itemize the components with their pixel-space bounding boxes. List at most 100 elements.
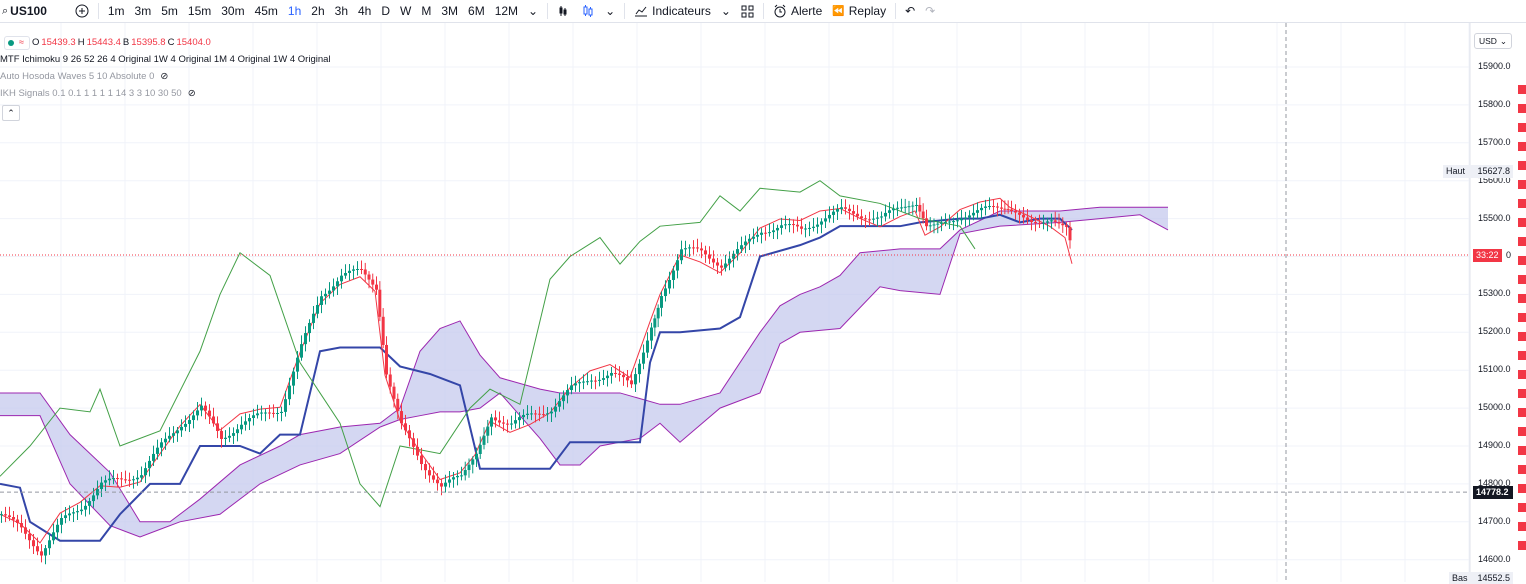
candle-body <box>1038 223 1041 225</box>
redo-button[interactable]: ↷ <box>920 0 940 22</box>
alert-label: Alerte <box>790 4 823 18</box>
candle-body <box>76 511 79 513</box>
replay-button[interactable]: ⏪ Replay <box>827 0 891 22</box>
collapse-legend-button[interactable]: ⌃ <box>2 105 20 121</box>
timeframe-2h[interactable]: 2h <box>311 4 325 18</box>
candle-body <box>1042 222 1045 224</box>
add-symbol-button[interactable] <box>70 0 94 22</box>
alert-marker <box>1518 446 1526 455</box>
candle-body <box>732 253 735 259</box>
timeframe-45m[interactable]: 45m <box>254 4 278 18</box>
candle-body <box>1003 208 1007 210</box>
timeframe-list: 1m 3m 5m 15m 30m 45m 1h 2h 3h 4h D W M 3M 6M 12M <box>103 0 523 22</box>
alert-marker <box>1518 541 1526 550</box>
candle-body <box>582 381 585 383</box>
alert-marker <box>1518 370 1526 379</box>
chart-type-dropdown[interactable]: ⌄ <box>600 0 620 22</box>
ohlc-open-label: O <box>31 37 40 48</box>
alert-button[interactable]: Alerte <box>768 0 827 22</box>
alert-marker <box>1518 142 1526 151</box>
candle-body <box>220 430 223 439</box>
timeframe-w[interactable]: W <box>400 4 412 18</box>
candle-body <box>375 284 378 290</box>
high-label: Haut <box>1446 166 1466 176</box>
candle-body <box>630 380 633 385</box>
candle-body <box>1010 209 1013 212</box>
templates-button[interactable] <box>736 0 759 22</box>
symbol-search[interactable]: ⌕ US100 <box>0 0 52 22</box>
candle-body <box>168 435 171 439</box>
candle-body <box>416 446 419 456</box>
toolbar-divider <box>895 3 897 19</box>
candle-body <box>176 430 179 434</box>
indicators-button[interactable]: Indicateurs ⌄ <box>629 0 736 22</box>
hidden-eye-icon[interactable]: ⊘ <box>160 71 169 82</box>
timeframe-15m[interactable]: 15m <box>187 4 212 18</box>
hidden-eye-icon[interactable]: ⊘ <box>187 88 196 99</box>
timeframe-1m[interactable]: 1m <box>107 4 125 18</box>
candle-body <box>360 268 363 270</box>
candle-body <box>944 221 947 223</box>
candle-body <box>903 206 907 208</box>
senkou-b-line <box>0 214 1169 538</box>
symbol-status-pill[interactable]: ≈ <box>4 35 30 50</box>
timeframe-d[interactable]: D <box>381 4 391 18</box>
timeframe-30m[interactable]: 30m <box>221 4 245 18</box>
timeframe-5m[interactable]: 5m <box>161 4 178 18</box>
price-chart[interactable] <box>0 23 1526 582</box>
candle-body <box>352 269 355 271</box>
timeframe-4h[interactable]: 4h <box>358 4 372 18</box>
currency-selector[interactable]: USD ⌄ <box>1474 33 1512 49</box>
last-price-tail-text: 0 <box>1506 250 1512 260</box>
timeframe-1h[interactable]: 1h <box>287 4 302 18</box>
timeframe-12m[interactable]: 12M <box>494 4 519 18</box>
candle-body <box>188 420 191 424</box>
timeframe-dropdown-button[interactable]: ⌄ <box>523 0 543 22</box>
ohlc-low-value: 15395.8 <box>131 37 166 48</box>
timeframe-m[interactable]: M <box>421 4 432 18</box>
candle-body <box>534 413 537 415</box>
timeframe-3m[interactable]: 3M <box>441 4 459 18</box>
candle-body <box>700 248 703 251</box>
candle-body <box>292 371 295 386</box>
candle-body <box>570 385 573 391</box>
candle-body <box>984 206 987 208</box>
price-axis-tick: 15600.0 <box>1478 174 1511 185</box>
price-axis-tick: 14700.0 <box>1478 515 1511 526</box>
candle-body <box>388 374 392 387</box>
price-axis-tick: 15000.0 <box>1478 402 1511 413</box>
candle-body <box>498 420 501 423</box>
candle-body <box>522 414 525 418</box>
candle-body <box>312 313 315 323</box>
timeframe-6m[interactable]: 6M <box>468 4 485 18</box>
candle-body <box>490 417 493 427</box>
candles-style-button[interactable] <box>576 0 600 22</box>
timeframe-3h[interactable]: 3h <box>334 4 348 18</box>
session-high-tag: Haut 15627.8 <box>1443 165 1513 178</box>
indicator-legend-ikh[interactable]: IKH Signals 0.1 0.1 1 1 1 1 14 3 3 10 30… <box>0 85 331 102</box>
countdown-tag: 33:22 <box>1473 249 1502 262</box>
candle-body <box>216 423 219 431</box>
indicator-lines <box>0 180 1073 544</box>
chevron-down-icon: ⌄ <box>605 4 616 18</box>
candle-body <box>60 518 63 525</box>
candle-body <box>463 470 467 476</box>
candle-body <box>440 483 443 487</box>
price-axis-tick: 15500.0 <box>1478 212 1511 223</box>
candle-body <box>796 224 799 227</box>
candle-body <box>196 410 199 416</box>
alert-marker <box>1518 332 1526 341</box>
candle-body <box>276 412 279 414</box>
candle-body <box>112 478 115 480</box>
indicator-legend-ichimoku[interactable]: MTF Ichimoku 9 26 52 26 4 Original 1W 4 … <box>0 51 331 68</box>
candle-body <box>20 523 23 528</box>
candle-body <box>72 512 75 514</box>
alarm-clock-icon <box>774 4 786 18</box>
candle-body <box>634 374 637 385</box>
candle-body <box>925 218 928 227</box>
indicator-legend-hosoda[interactable]: Auto Hosoda Waves 5 10 Absolute 0 ⊘ <box>0 68 331 85</box>
timeframe-3m[interactable]: 3m <box>134 4 152 18</box>
undo-button[interactable]: ↶ <box>900 0 920 22</box>
bar-style-button[interactable] <box>552 0 576 22</box>
candle-body <box>880 216 883 218</box>
